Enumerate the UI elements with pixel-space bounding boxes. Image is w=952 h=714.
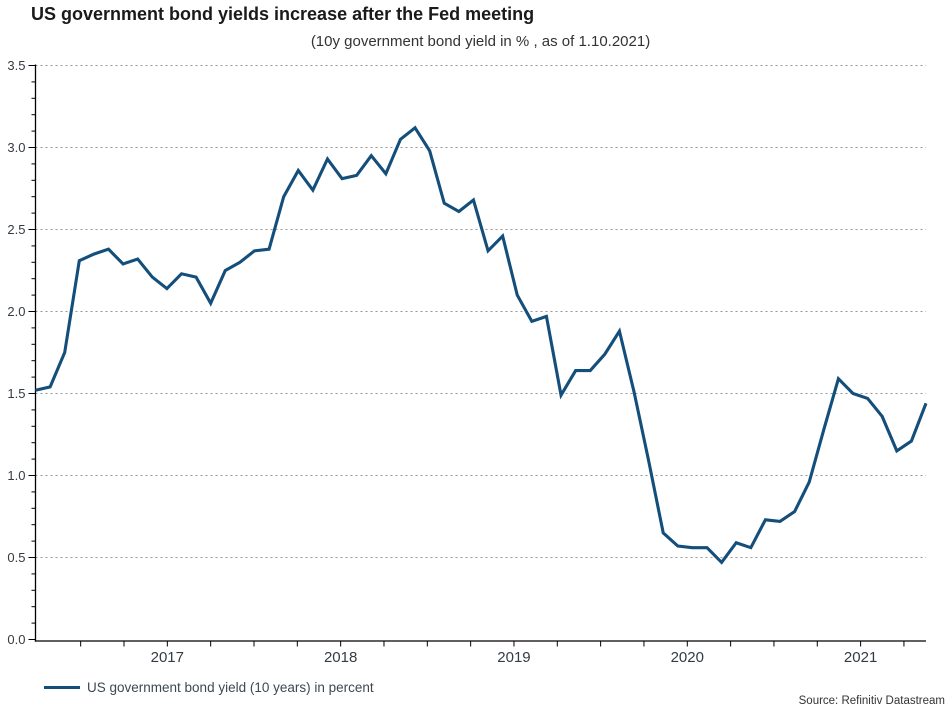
legend: US government bond yield (10 years) in p… bbox=[44, 679, 374, 695]
x-tick-label: 2017 bbox=[151, 649, 184, 666]
axes bbox=[34, 64, 926, 642]
chart-title: US government bond yields increase after… bbox=[31, 4, 535, 24]
y-tick-label: 0.0 bbox=[7, 632, 25, 647]
y-tick-label: 3.0 bbox=[7, 140, 25, 155]
y-tick-label: 3.5 bbox=[7, 58, 25, 73]
x-tick-label: 2020 bbox=[671, 649, 704, 666]
bond-yield-line bbox=[35, 125, 928, 565]
y-tick-label: 1.0 bbox=[7, 468, 25, 483]
chart-subtitle: (10y government bond yield in % , as of … bbox=[310, 33, 651, 50]
x-tick-label: 2018 bbox=[324, 649, 357, 666]
axis-ticks bbox=[28, 65, 905, 647]
legend-label: US government bond yield (10 years) in p… bbox=[87, 679, 374, 695]
y-tick-label: 2.5 bbox=[7, 222, 25, 237]
plot-area: 0.0 0.5 1.0 1.5 2.0 2.5 3.0 3.5 2017 2018 2019 2020… bbox=[7, 58, 928, 666]
y-tick-label: 1.5 bbox=[7, 386, 25, 401]
axis-labels: 0.0 0.5 1.0 1.5 2.0 2.5 3.0 3.5 2017 2018 2019 2020… bbox=[7, 58, 877, 666]
legend-line-swatch bbox=[44, 685, 80, 689]
y-tick-label: 0.5 bbox=[7, 550, 25, 565]
source-note: Source: Refinitiv Datastream bbox=[798, 695, 945, 707]
x-tick-label: 2019 bbox=[497, 649, 530, 666]
y-tick-label: 2.0 bbox=[7, 304, 25, 319]
x-tick-label: 2021 bbox=[844, 649, 877, 666]
gridlines bbox=[35, 65, 926, 558]
